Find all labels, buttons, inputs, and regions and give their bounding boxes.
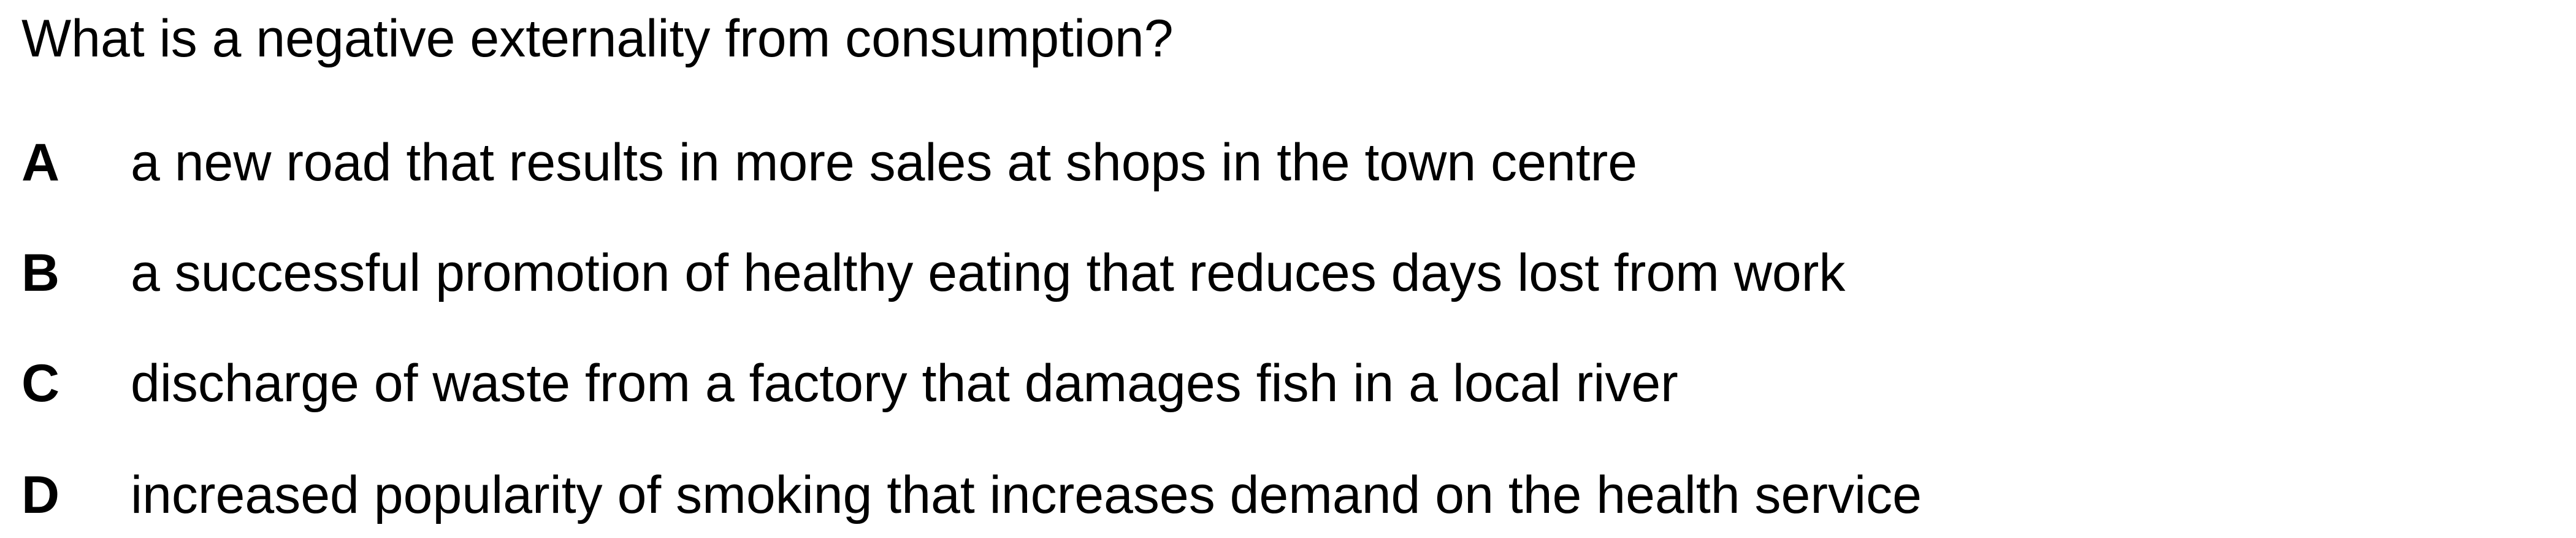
option-letter: A (21, 133, 60, 192)
question-text: What is a negative externality from cons… (21, 9, 1174, 68)
option-letter: D (21, 466, 60, 525)
option-letter: C (21, 354, 60, 413)
option-text: a new road that results in more sales at… (131, 133, 1638, 192)
option-text: increased popularity of smoking that inc… (131, 466, 1922, 525)
option-text: discharge of waste from a factory that d… (131, 354, 1678, 413)
option-text: a successful promotion of healthy eating… (131, 244, 1846, 302)
option-letter: B (21, 244, 60, 302)
